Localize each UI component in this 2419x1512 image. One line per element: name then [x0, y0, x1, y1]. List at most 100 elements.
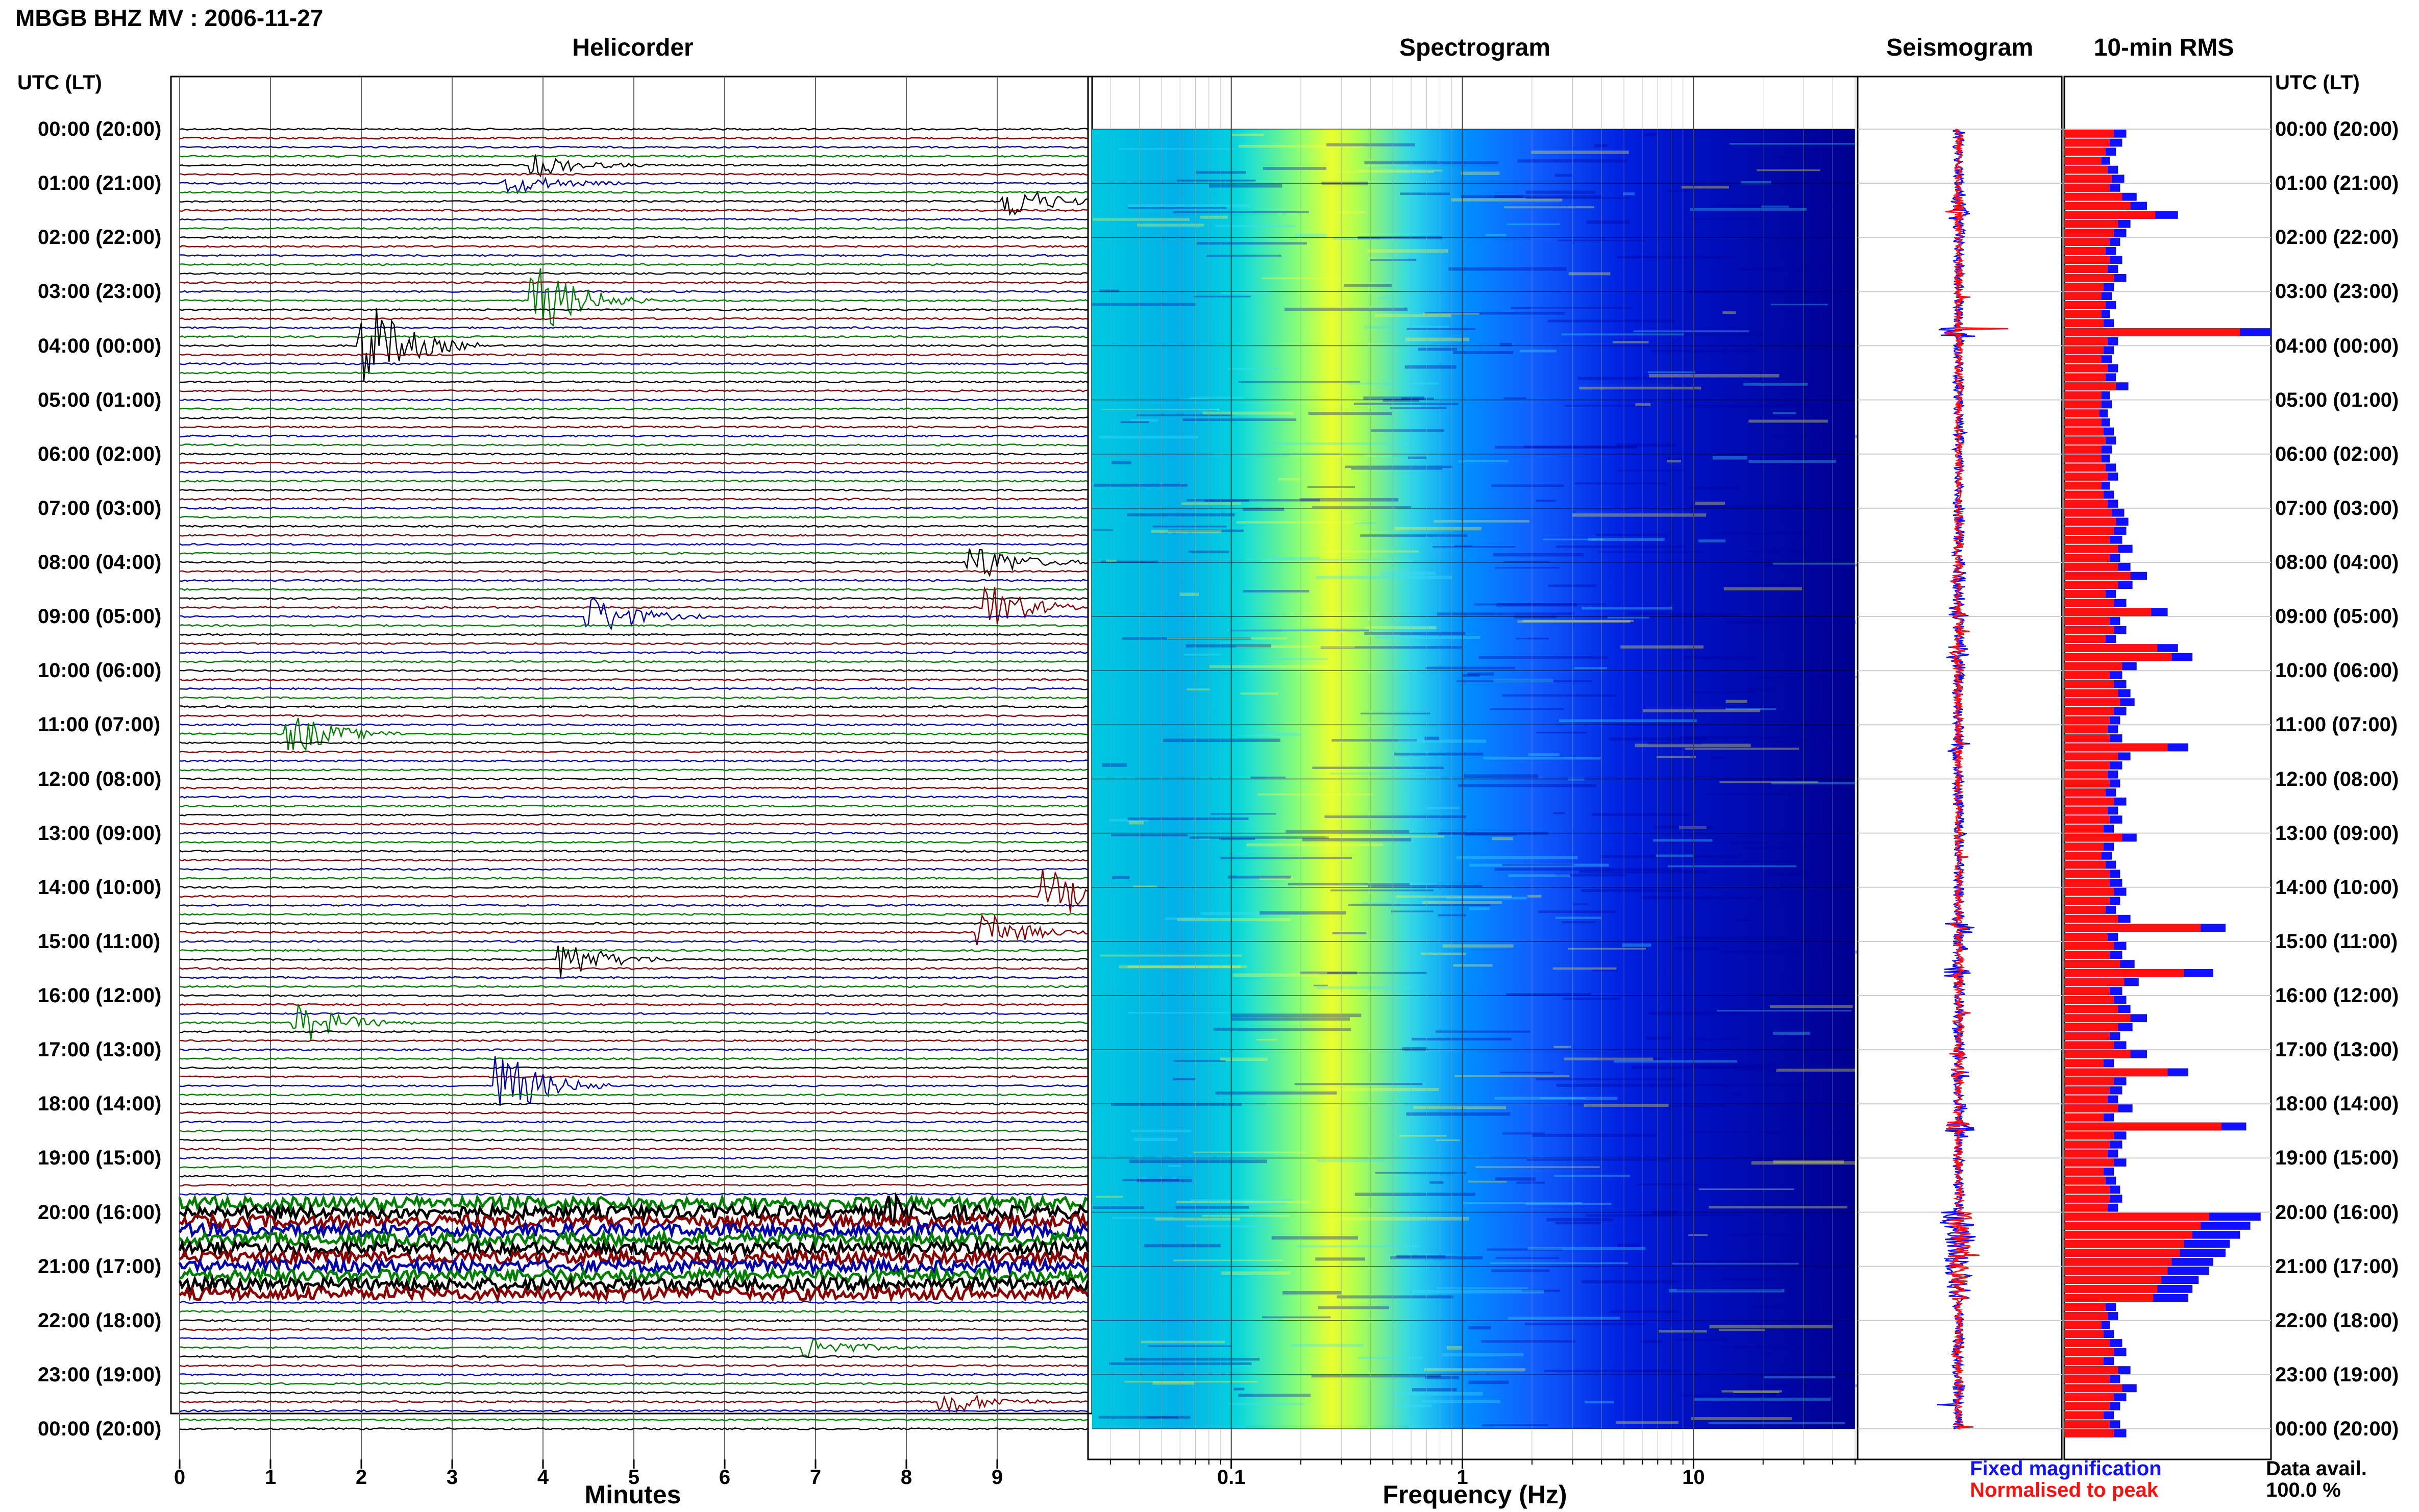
spectrogram-streak — [1402, 1047, 1427, 1051]
rms-bar-normalised — [2064, 454, 2102, 463]
spectrogram-streak — [1271, 557, 1320, 559]
helicorder-trace — [180, 588, 1089, 591]
rms-bar-normalised — [2064, 427, 2104, 436]
helicorder-trace — [179, 1147, 1089, 1151]
helicorder-trace — [179, 1174, 1089, 1178]
spectrogram-streak — [1499, 1072, 1553, 1074]
spectrogram-streak — [1556, 874, 1626, 877]
spectrogram-streak — [1230, 133, 1264, 136]
spectrogram-streak — [1344, 284, 1392, 287]
spectrogram-streak — [1568, 778, 1585, 781]
helicorder-trace — [179, 1039, 1089, 1043]
spectrogram-streak — [1725, 621, 1856, 624]
spectrogram-streak — [1401, 397, 1434, 400]
helicorder-x-axis-title: Minutes — [584, 1480, 681, 1509]
rms-bar-normalised — [2064, 941, 2114, 950]
spectrogram-streak — [1246, 843, 1383, 847]
helicorder-trace — [179, 254, 1089, 257]
time-label: 23:00 (19:00) — [38, 1363, 162, 1386]
rms-bar-normalised — [2064, 1185, 2110, 1194]
helicorder-trace — [179, 651, 1089, 654]
spectrogram-streak — [1232, 973, 1319, 977]
spectrogram-streak — [1165, 917, 1205, 920]
spectrogram-streak — [1118, 148, 1236, 150]
spectrogram-streak — [1761, 205, 1789, 208]
spectrogram-streak — [1130, 419, 1158, 422]
spectrogram-streak — [1257, 794, 1373, 796]
spectrogram-streak — [1763, 563, 1887, 567]
spectrogram-streak — [1163, 738, 1280, 742]
helicorder-trace — [179, 1228, 1089, 1250]
spectrogram-streak — [1181, 502, 1242, 505]
spectrogram-streak — [1394, 752, 1484, 756]
spectrogram-streak — [1517, 159, 1627, 163]
spectrogram-streak — [1332, 932, 1367, 934]
spectrogram-streak — [1256, 1038, 1277, 1041]
spectrogram-streak — [1240, 692, 1279, 695]
spectrogram-streak — [1189, 836, 1329, 839]
spectrogram-streak — [1597, 1057, 1662, 1060]
rms-bar-normalised — [2064, 951, 2110, 959]
helicorder-trace — [179, 217, 1089, 221]
spectrogram-streak — [1413, 1106, 1506, 1109]
rms-bar-normalised — [2064, 860, 2106, 869]
spectrogram-streak — [1690, 208, 1807, 211]
spectrogram-streak — [1562, 921, 1595, 924]
helicorder-trace — [179, 922, 1089, 925]
spectrogram-streak — [1461, 195, 1523, 199]
time-label: 13:00 (09:00) — [38, 822, 162, 845]
spectrogram-streak — [1243, 1201, 1286, 1205]
spectrogram-streak — [1128, 204, 1251, 208]
spectrogram-streak — [1337, 1295, 1453, 1299]
spectrogram-streak — [1688, 1234, 1708, 1236]
helicorder-trace — [179, 1373, 1089, 1376]
spectrogram-streak — [1411, 1290, 1544, 1294]
spectrogram-streak — [1437, 612, 1574, 616]
rms-bar-normalised — [2064, 1339, 2110, 1347]
spectrogram-streak — [1141, 1341, 1225, 1344]
spectrogram-streak — [1492, 837, 1513, 840]
spectrogram-streak — [1691, 505, 1825, 508]
spectrogram-streak — [1582, 1280, 1677, 1284]
time-label: 02:00 (22:00) — [2275, 226, 2399, 249]
spectrogram-streak — [1128, 821, 1144, 825]
spectrogram-streak — [1754, 676, 1869, 678]
spectrogram-streak — [1451, 198, 1563, 202]
rms-bar-normalised — [2064, 1195, 2110, 1203]
spectrogram-streak — [1127, 1012, 1230, 1014]
spectrogram-streak — [1709, 1206, 1847, 1209]
rms-bar-normalised — [2064, 283, 2104, 291]
spectrogram-streak — [1698, 1188, 1794, 1191]
seismogram-panel — [1857, 76, 2063, 1460]
rms-bar-normalised — [2064, 734, 2110, 742]
spectrogram-streak — [1773, 1031, 1810, 1035]
helicorder-x-tick-label: 6 — [719, 1466, 730, 1489]
spectrogram-streak — [1099, 435, 1199, 439]
spectrogram-streak — [1564, 1057, 1653, 1061]
time-label: 03:00 (23:00) — [38, 280, 162, 303]
rms-bar-normalised — [2064, 463, 2106, 472]
helicorder-trace — [179, 371, 1089, 375]
spectrogram-streak — [1408, 456, 1427, 459]
spectrogram-streak — [1565, 405, 1650, 407]
rms-bar-normalised — [2064, 617, 2110, 625]
spectrogram-streak — [1187, 688, 1210, 691]
spectrogram-streak — [1425, 666, 1516, 670]
rms-bar-normalised — [2064, 1312, 2108, 1320]
spectrogram-streak — [1559, 719, 1697, 723]
spectrogram-streak — [1752, 1305, 1789, 1308]
rms-bar-normalised — [2064, 535, 2110, 544]
spectrogram-streak — [1175, 1206, 1249, 1209]
spectrogram-streak — [1552, 967, 1617, 970]
spectrogram-streak — [1093, 529, 1113, 531]
rms-bar-normalised — [2064, 833, 2122, 842]
spectrogram-streak — [1238, 1394, 1311, 1397]
spectrogram-x-axis-title: Frequency (Hz) — [1383, 1480, 1567, 1509]
spectrogram-streak — [1556, 1083, 1687, 1087]
helicorder-trace — [179, 1394, 1089, 1414]
spectrogram-streak — [1363, 902, 1410, 904]
seismogram-title: Seismogram — [1886, 34, 2034, 61]
spectrogram-streak — [1335, 211, 1366, 214]
rms-bar-normalised — [2064, 1131, 2114, 1139]
rms-bar-normalised — [2064, 1357, 2104, 1366]
